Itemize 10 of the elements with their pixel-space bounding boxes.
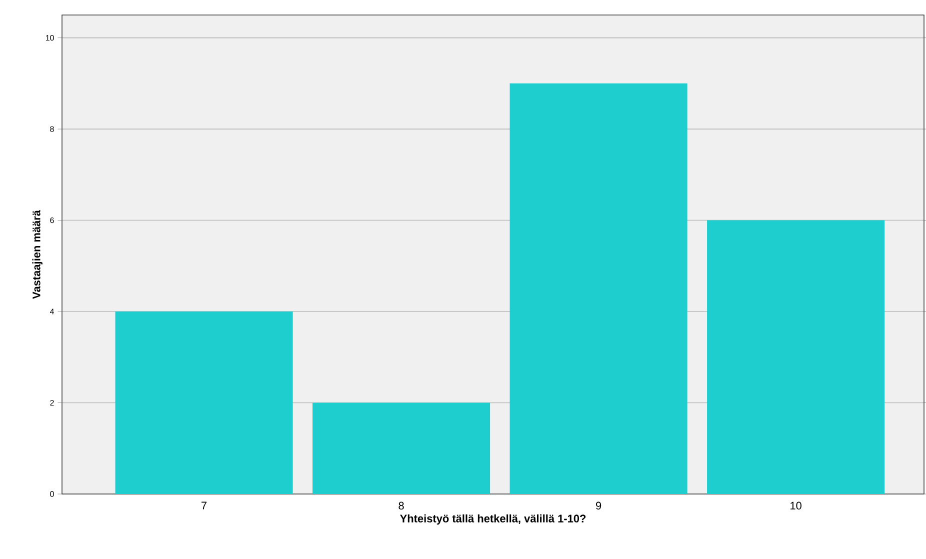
- x-tick-label: 10: [790, 502, 802, 510]
- x-tick-label: 9: [596, 502, 602, 510]
- x-axis-title: Yhteistyö tällä hetkellä, välillä 1-10?: [400, 514, 586, 525]
- bar: [115, 312, 293, 494]
- bar: [510, 83, 688, 494]
- x-tick-label: 7: [202, 502, 207, 510]
- x-tick-label: 8: [398, 502, 404, 510]
- bar: [707, 220, 885, 494]
- y-axis-title: Vastaajien määrä: [32, 210, 42, 299]
- bar: [312, 402, 490, 494]
